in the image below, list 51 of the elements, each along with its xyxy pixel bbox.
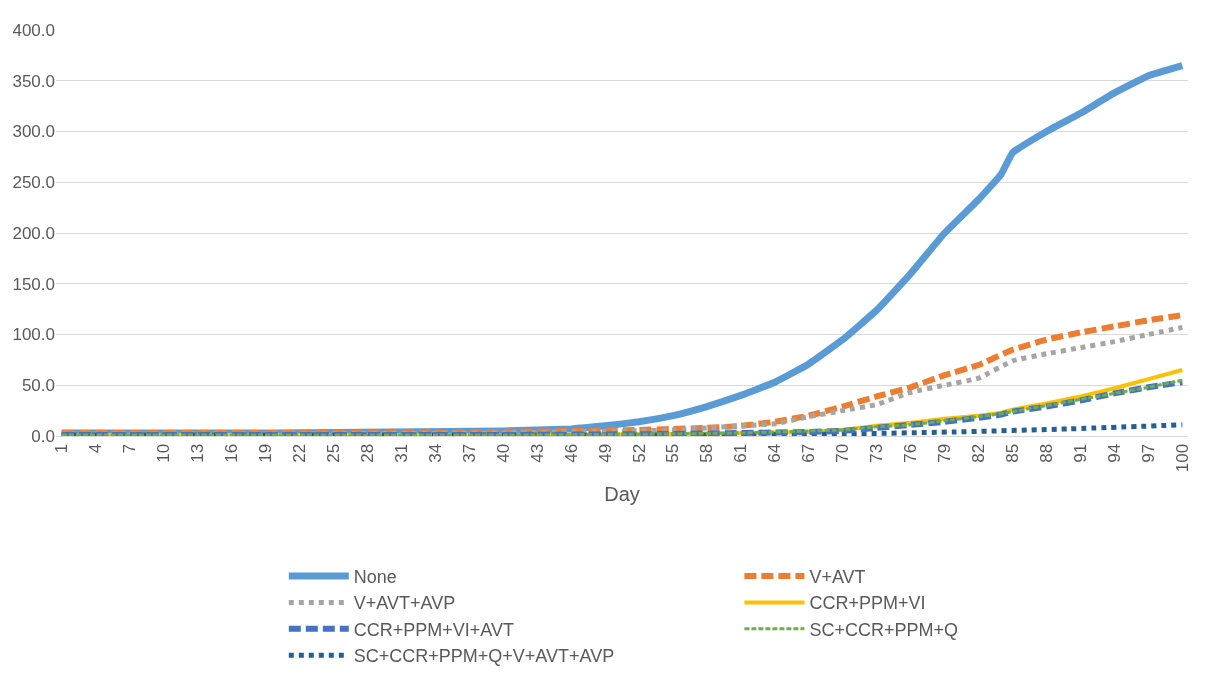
y-tick-label: 0.0 [31, 426, 55, 446]
x-tick-label: 85 [1003, 443, 1023, 463]
x-tick-label: 55 [663, 443, 683, 463]
x-tick-label: 28 [357, 443, 377, 463]
x-tick-label: 79 [935, 443, 955, 463]
x-tick-label: 40 [493, 443, 513, 463]
x-tick-label: 1 [52, 443, 72, 454]
x-tick-label: 76 [901, 443, 921, 463]
legend-label: SC+CCR+PPM+Q [809, 619, 958, 640]
x-tick-label: 43 [527, 443, 547, 463]
x-tick-label: 88 [1037, 443, 1057, 463]
legend-label: V+AVT+AVP [353, 593, 456, 614]
y-tick-label: 50.0 [21, 376, 55, 396]
x-tick-label: 16 [221, 443, 241, 463]
x-tick-label: 73 [867, 443, 887, 463]
y-tick-label: 150.0 [12, 274, 55, 294]
y-tick-label: 300.0 [12, 122, 55, 142]
x-tick-label: 7 [120, 443, 140, 454]
x-tick-label: 67 [799, 443, 819, 463]
x-tick-label: 34 [425, 443, 445, 463]
x-tick-label: 100 [1172, 443, 1192, 473]
legend-label: V+AVT [809, 567, 866, 588]
x-tick-label: 22 [289, 443, 309, 463]
x-axis-title: Day [604, 482, 640, 505]
x-tick-label: 4 [86, 443, 106, 454]
x-tick-label: 31 [391, 443, 411, 463]
legend-label: SC+CCR+PPM+Q+V+AVT+AVP [353, 646, 615, 667]
legend-label: CCR+PPM+VI+AVT [353, 619, 515, 640]
x-tick-label: 97 [1138, 443, 1158, 463]
y-tick-label: 350.0 [12, 71, 55, 91]
x-tick-label: 10 [154, 443, 174, 463]
x-tick-label: 19 [255, 443, 275, 463]
legend-label: None [353, 567, 397, 588]
x-tick-label: 94 [1104, 443, 1124, 463]
x-tick-label: 49 [595, 443, 615, 463]
x-tick-label: 25 [323, 443, 343, 463]
y-tick-label: 100.0 [12, 325, 55, 345]
x-tick-label: 52 [629, 443, 649, 463]
x-tick-label: 37 [459, 443, 479, 463]
x-tick-label: 58 [697, 443, 717, 463]
x-tick-label: 91 [1070, 443, 1090, 463]
y-tick-label: 400.0 [12, 20, 55, 40]
x-tick-label: 82 [969, 443, 989, 463]
x-tick-label: 70 [833, 443, 853, 463]
legend-label: CCR+PPM+VI [809, 593, 926, 614]
x-tick-label: 46 [561, 443, 581, 463]
y-tick-label: 200.0 [12, 223, 55, 243]
x-tick-label: 61 [731, 443, 751, 463]
x-tick-label: 13 [188, 443, 208, 463]
x-tick-label: 64 [765, 443, 785, 463]
y-tick-label: 250.0 [12, 173, 55, 193]
